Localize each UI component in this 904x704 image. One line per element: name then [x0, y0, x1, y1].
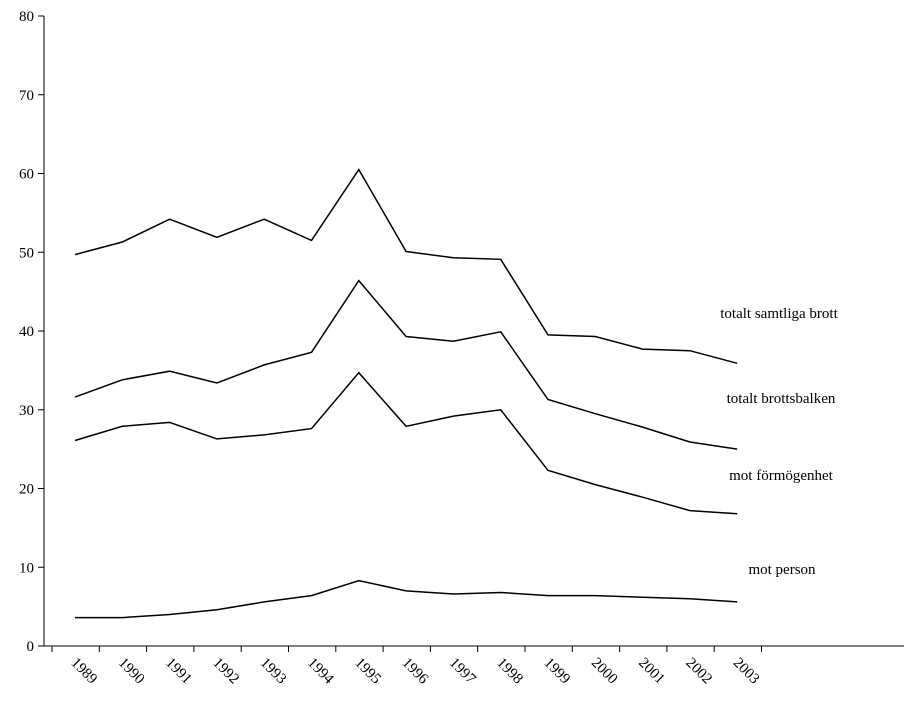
series-labels: totalt samtliga brott totalt brottsbalken…	[720, 306, 838, 578]
y-tick-label: 30	[19, 403, 34, 419]
x-tick-label: 1994	[304, 655, 337, 688]
series-label-1: totalt brottsbalken	[727, 391, 836, 407]
y-tick-label: 50	[19, 245, 34, 261]
x-tick-label: 1996	[399, 655, 432, 688]
series-line-2	[74, 371, 738, 515]
x-tick-label: 2002	[682, 655, 715, 688]
series-line-1	[74, 279, 738, 450]
series-line-3	[75, 579, 738, 619]
y-tick-label: 70	[19, 88, 34, 104]
x-tick-label: 2001	[635, 655, 668, 688]
x-tick-label: 1998	[493, 655, 526, 688]
x-tick-label: 1990	[115, 655, 148, 688]
y-tick-label: 20	[19, 482, 34, 498]
x-tick-label: 1993	[257, 655, 290, 688]
x-tick-label: 1999	[541, 655, 574, 688]
axes: 0 10 20 30 40 50 60 70 80 1989 1990 1991 1992 1993 199…	[19, 9, 904, 688]
x-tick-label: 2003	[730, 655, 763, 688]
series-label-3: mot person	[748, 562, 816, 578]
y-tick-label: 60	[19, 167, 34, 183]
x-tick-label: 1997	[446, 655, 479, 688]
series-group	[74, 168, 738, 619]
y-tick-label: 40	[19, 324, 34, 340]
x-tick-label: 1995	[351, 655, 384, 688]
y-tick-label: 0	[27, 639, 35, 655]
x-tick-label: 2000	[588, 655, 621, 688]
x-tick-label: 1991	[162, 655, 195, 688]
x-tick-label: 1989	[68, 655, 101, 688]
series-label-0: totalt samtliga brott	[720, 306, 838, 322]
y-tick-label: 80	[19, 9, 34, 25]
series-label-2: mot förmögenhet	[729, 468, 834, 484]
y-tick-label: 10	[19, 560, 34, 576]
series-line-0	[74, 168, 738, 365]
x-tick-label: 1992	[209, 655, 242, 688]
